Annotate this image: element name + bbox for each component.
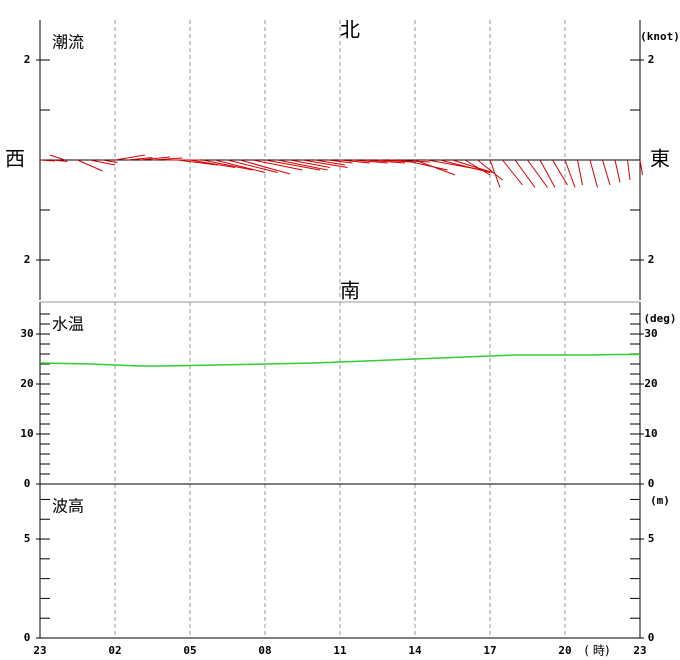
y-tick-label: 20: [20, 377, 33, 390]
y-tick-label: 0: [648, 631, 655, 644]
y-tick-label: 0: [24, 631, 31, 644]
current-vector: [364, 159, 406, 164]
x-tick-label: 23: [633, 644, 646, 657]
current-vector: [189, 159, 236, 168]
y-tick-label: 2: [24, 53, 31, 66]
current-vector: [252, 159, 303, 171]
current-vector: [114, 154, 146, 161]
current-vector: [77, 159, 103, 172]
current-vector: [139, 156, 171, 161]
current-vector: [564, 159, 576, 188]
current-vector: [577, 159, 583, 186]
unit-label: (m): [650, 494, 670, 507]
y-tick-label: 5: [24, 532, 31, 545]
x-tick-label: 11: [333, 644, 347, 657]
current-vector: [39, 159, 56, 162]
y-tick-label: 30: [644, 327, 657, 340]
current-vector: [289, 159, 331, 168]
current-vector: [514, 159, 536, 188]
panel-title: 波高: [52, 497, 84, 516]
current-vector: [402, 159, 448, 171]
panel-title: 潮流: [52, 33, 84, 52]
east-label: 東: [650, 147, 670, 171]
west-label: 西: [5, 147, 25, 171]
current-vector: [177, 159, 218, 166]
x-tick-label: 05: [183, 644, 196, 657]
north-label: 北: [340, 18, 360, 42]
current-vector: [477, 159, 503, 181]
current-vector: [277, 159, 328, 171]
current-vector: [302, 159, 348, 168]
current-vector: [152, 157, 183, 161]
current-vector: [552, 159, 568, 186]
y-tick-label: 0: [648, 477, 655, 490]
current-vector: [52, 159, 68, 162]
x-tick-label: 20: [558, 644, 571, 657]
y-tick-label: 2: [24, 253, 31, 266]
panel-title: 水温: [52, 315, 84, 334]
current-vector: [614, 159, 621, 183]
current-vector: [639, 159, 643, 176]
y-tick-label: 10: [20, 427, 33, 440]
current-vector: [49, 154, 66, 161]
current-vector: [127, 157, 153, 161]
current-vector: [264, 159, 321, 171]
unit-label: (knot): [640, 30, 680, 43]
current-vector: [377, 159, 413, 163]
x-tick-label: 14: [408, 644, 422, 657]
x-axis-label: ( 時): [584, 644, 609, 658]
current-vector: [352, 159, 388, 164]
current-vector: [464, 159, 491, 176]
x-tick-label: 02: [108, 644, 121, 657]
current-vector: [239, 159, 291, 175]
temperature-line: [39, 353, 640, 367]
current-vector: [389, 159, 431, 163]
current-vector: [452, 159, 493, 173]
current-vector: [327, 159, 353, 164]
current-vector: [539, 159, 556, 188]
y-tick-label: 0: [24, 477, 31, 490]
x-tick-label: 08: [258, 644, 271, 657]
x-tick-label: 23: [33, 644, 46, 657]
current-vector: [202, 159, 253, 171]
y-tick-label: 2: [648, 53, 655, 66]
current-vector: [214, 159, 266, 173]
y-tick-label: 20: [644, 377, 657, 390]
y-tick-label: 2: [648, 253, 655, 266]
current-vector: [602, 159, 611, 186]
current-vector: [589, 159, 598, 188]
current-vector: [89, 159, 116, 166]
current-vector: [627, 159, 631, 181]
current-vector: [489, 159, 501, 188]
x-tick-label: 17: [483, 644, 496, 657]
current-vector: [102, 159, 118, 163]
y-tick-label: 5: [648, 532, 655, 545]
unit-label: (deg): [643, 312, 676, 325]
current-vector: [314, 159, 346, 166]
y-tick-label: 10: [644, 427, 657, 440]
current-vector: [339, 159, 371, 164]
y-tick-label: 30: [20, 327, 33, 340]
current-vector: [227, 159, 278, 173]
current-vector: [527, 159, 548, 188]
south-label: 南: [340, 279, 360, 303]
current-vector: [414, 159, 456, 176]
current-vector: [502, 159, 523, 186]
